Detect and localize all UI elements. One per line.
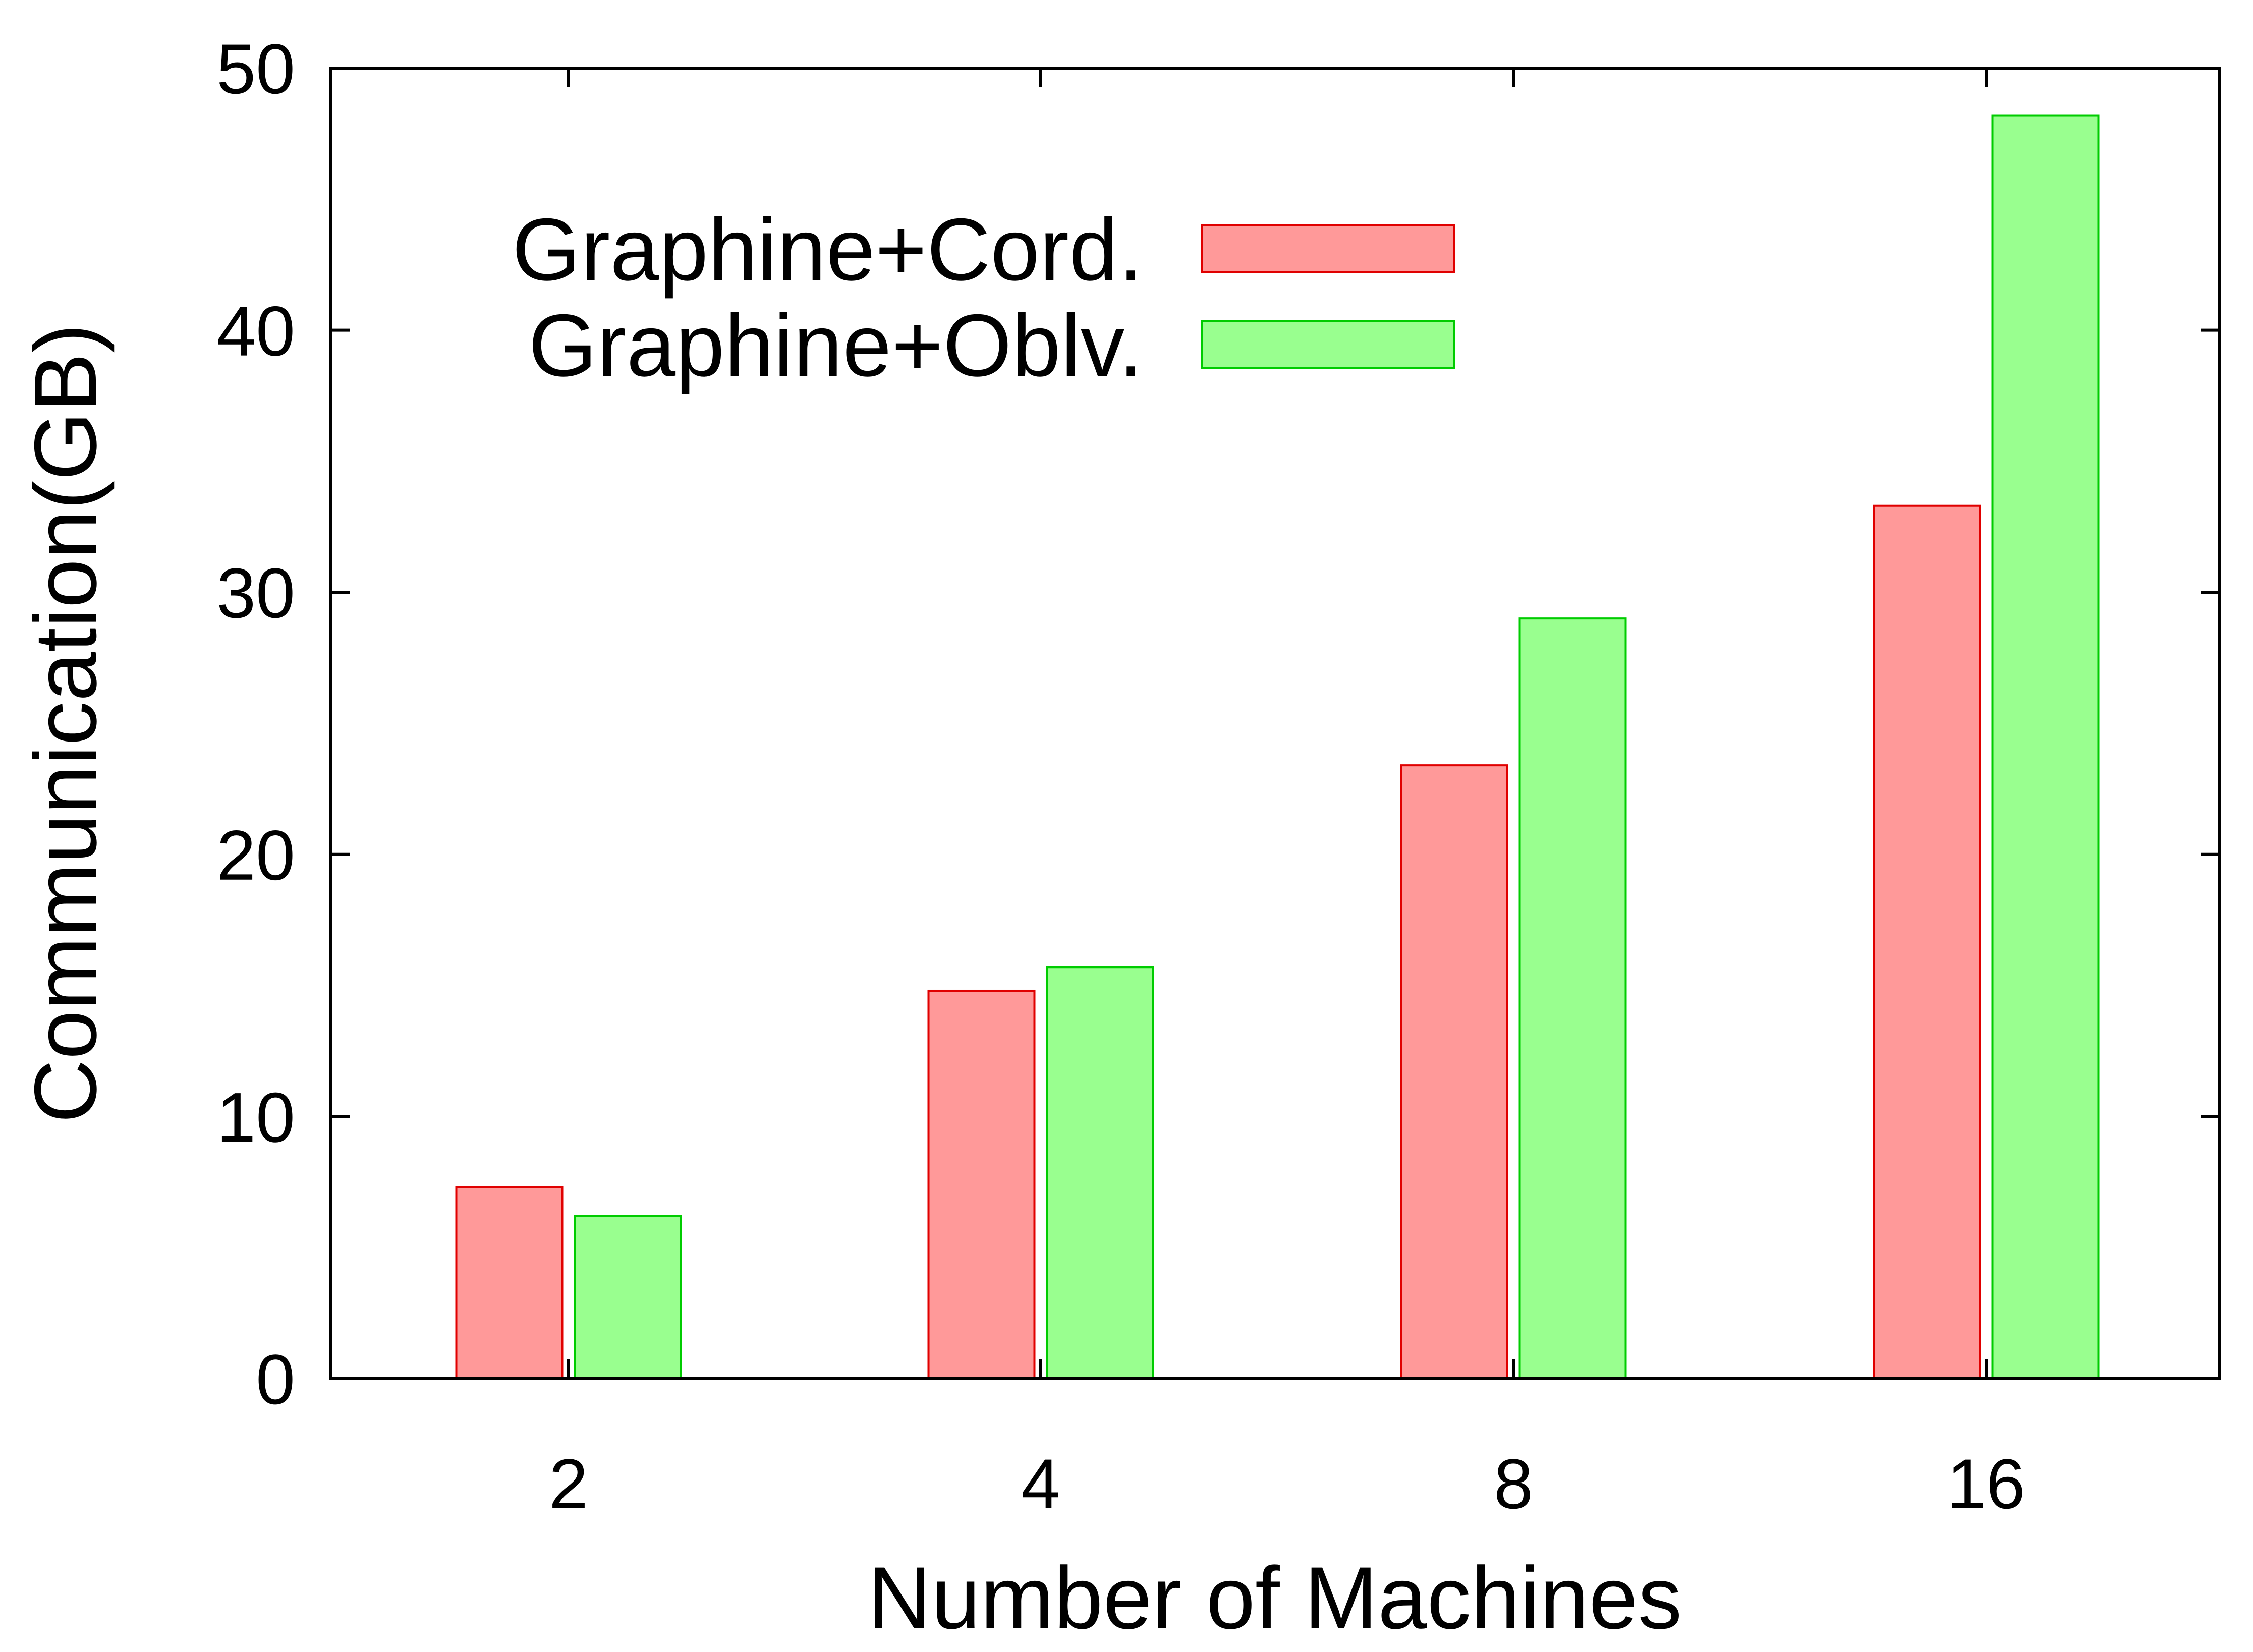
bar-oblv-8 <box>1518 617 1627 1380</box>
y-axis-title: Communication(GB) <box>17 323 115 1123</box>
y-tick-label: 20 <box>216 816 295 895</box>
x-tick-label: 2 <box>549 1444 588 1523</box>
legend-swatch-oblv <box>1201 320 1455 369</box>
legend-swatch-cord <box>1201 224 1455 273</box>
bar-cord-8 <box>1400 764 1508 1380</box>
y-tick-label: 40 <box>216 292 295 371</box>
bar-cord-2 <box>455 1186 564 1380</box>
bar-cord-16 <box>1873 504 1981 1380</box>
x-tick-label: 16 <box>1947 1444 2025 1523</box>
y-tick-label: 10 <box>216 1077 295 1157</box>
x-tick-label: 4 <box>1021 1444 1060 1523</box>
legend: Graphine+Cord. Graphine+Oblv. <box>512 201 1455 395</box>
plot-frame <box>329 67 2221 1380</box>
bar-oblv-16 <box>1991 114 2100 1380</box>
bar-oblv-4 <box>1046 966 1154 1380</box>
x-tick-label: 8 <box>1494 1444 1533 1523</box>
legend-label-oblv: Graphine+Oblv. <box>528 297 1143 395</box>
legend-label-cord: Graphine+Cord. <box>512 201 1143 299</box>
bar-oblv-2 <box>574 1215 682 1380</box>
y-tick-label: 50 <box>216 29 295 108</box>
y-tick-label: 30 <box>216 553 295 633</box>
y-tick-label: 0 <box>256 1340 295 1419</box>
bar-cord-4 <box>927 989 1036 1380</box>
x-axis-title: Number of Machines <box>868 1549 1682 1647</box>
